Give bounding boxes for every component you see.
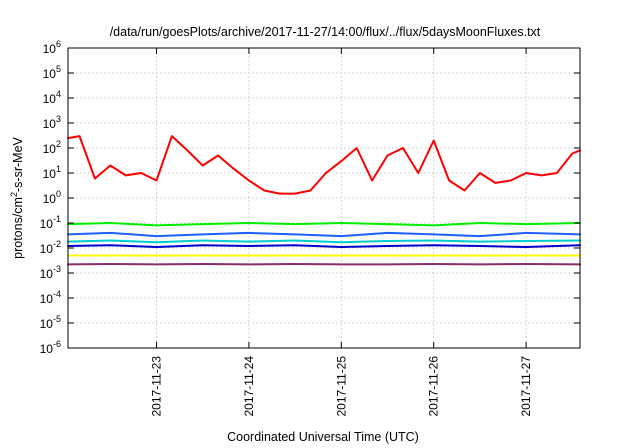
y-tick-label-exponent: 6 xyxy=(56,39,61,49)
y-tick-label-base: 10 xyxy=(43,192,57,206)
y-tick-label-base: 10 xyxy=(43,92,57,106)
y-tick-label-base: 10 xyxy=(40,292,54,306)
series-line-2 xyxy=(67,222,581,227)
y-tick-label-base: 10 xyxy=(43,67,57,81)
y-tick-label-base: 10 xyxy=(40,217,54,231)
x-tick-label: 2017-11-23 xyxy=(150,356,164,417)
x-tick-label: 2017-11-25 xyxy=(334,356,348,417)
y-tick-label-base: 10 xyxy=(40,317,54,331)
chart-title: /data/run/goesPlots/archive/2017-11-27/1… xyxy=(110,25,541,39)
y-tick-label-exponent: -4 xyxy=(53,289,61,299)
y-tick-label-exponent: 3 xyxy=(56,114,61,124)
y-tick-label: 10-6 xyxy=(40,339,61,356)
series-line-5 xyxy=(67,244,581,248)
y-tick-label: 103 xyxy=(43,114,61,131)
x-tick-label: 2017-11-26 xyxy=(427,356,441,417)
y-tick-label-base: 10 xyxy=(43,167,57,181)
y-tick-label: 10-5 xyxy=(40,314,61,331)
y-tick-label: 10-2 xyxy=(40,239,61,256)
y-axis-label-sup: 2 xyxy=(9,192,19,197)
y-axis-label-part1: protons/cm xyxy=(11,197,25,259)
y-tick-label: 104 xyxy=(43,89,61,106)
y-tick-label-exponent: 4 xyxy=(56,89,61,99)
y-tick-label-exponent: -1 xyxy=(53,214,61,224)
y-tick-label: 102 xyxy=(43,139,61,156)
axis-ticks xyxy=(68,47,580,349)
series-line-1 xyxy=(67,135,581,195)
y-axis-label-part2: -s-sr-MeV xyxy=(11,136,25,192)
series-line-3 xyxy=(67,231,581,238)
x-axis-label: Coordinated Universal Time (UTC) xyxy=(227,430,419,444)
y-tick-label-base: 10 xyxy=(43,42,57,56)
series-layer xyxy=(67,135,581,266)
y-tick-label: 105 xyxy=(43,64,61,81)
y-tick-label: 10-1 xyxy=(40,214,61,231)
y-tick-label-base: 10 xyxy=(40,342,54,356)
series-line-4 xyxy=(67,239,581,244)
x-tick-label: 2017-11-27 xyxy=(519,356,533,417)
x-axis-tick-labels: 2017-11-23 2017-11-24 2017-11-25 2017-11-26… xyxy=(150,356,534,417)
y-tick-label: 101 xyxy=(43,164,61,181)
y-tick-label: 100 xyxy=(43,189,61,206)
y-axis-label: protons/cm2-s-sr-MeV xyxy=(9,136,25,258)
y-tick-label-exponent: 2 xyxy=(56,139,61,149)
y-tick-label-exponent: 0 xyxy=(56,189,61,199)
grid-lines xyxy=(68,48,580,348)
y-axis-tick-labels: 10-610-510-410-310-210-11001011021031041… xyxy=(40,39,61,356)
y-tick-label: 10-4 xyxy=(40,289,61,306)
y-tick-label-exponent: -6 xyxy=(53,339,61,349)
y-tick-label-exponent: -3 xyxy=(53,264,61,274)
y-tick-label-exponent: -2 xyxy=(53,239,61,249)
y-tick-label: 10-3 xyxy=(40,264,61,281)
y-tick-label-exponent: 5 xyxy=(56,64,61,74)
x-tick-label: 2017-11-24 xyxy=(242,356,256,417)
y-tick-label-base: 10 xyxy=(40,267,54,281)
y-tick-label-base: 10 xyxy=(40,242,54,256)
y-tick-label: 106 xyxy=(43,39,61,56)
y-tick-label-base: 10 xyxy=(43,142,57,156)
y-tick-label-exponent: -5 xyxy=(53,314,61,324)
y-tick-label-exponent: 1 xyxy=(56,164,61,174)
y-tick-label-base: 10 xyxy=(43,117,57,131)
